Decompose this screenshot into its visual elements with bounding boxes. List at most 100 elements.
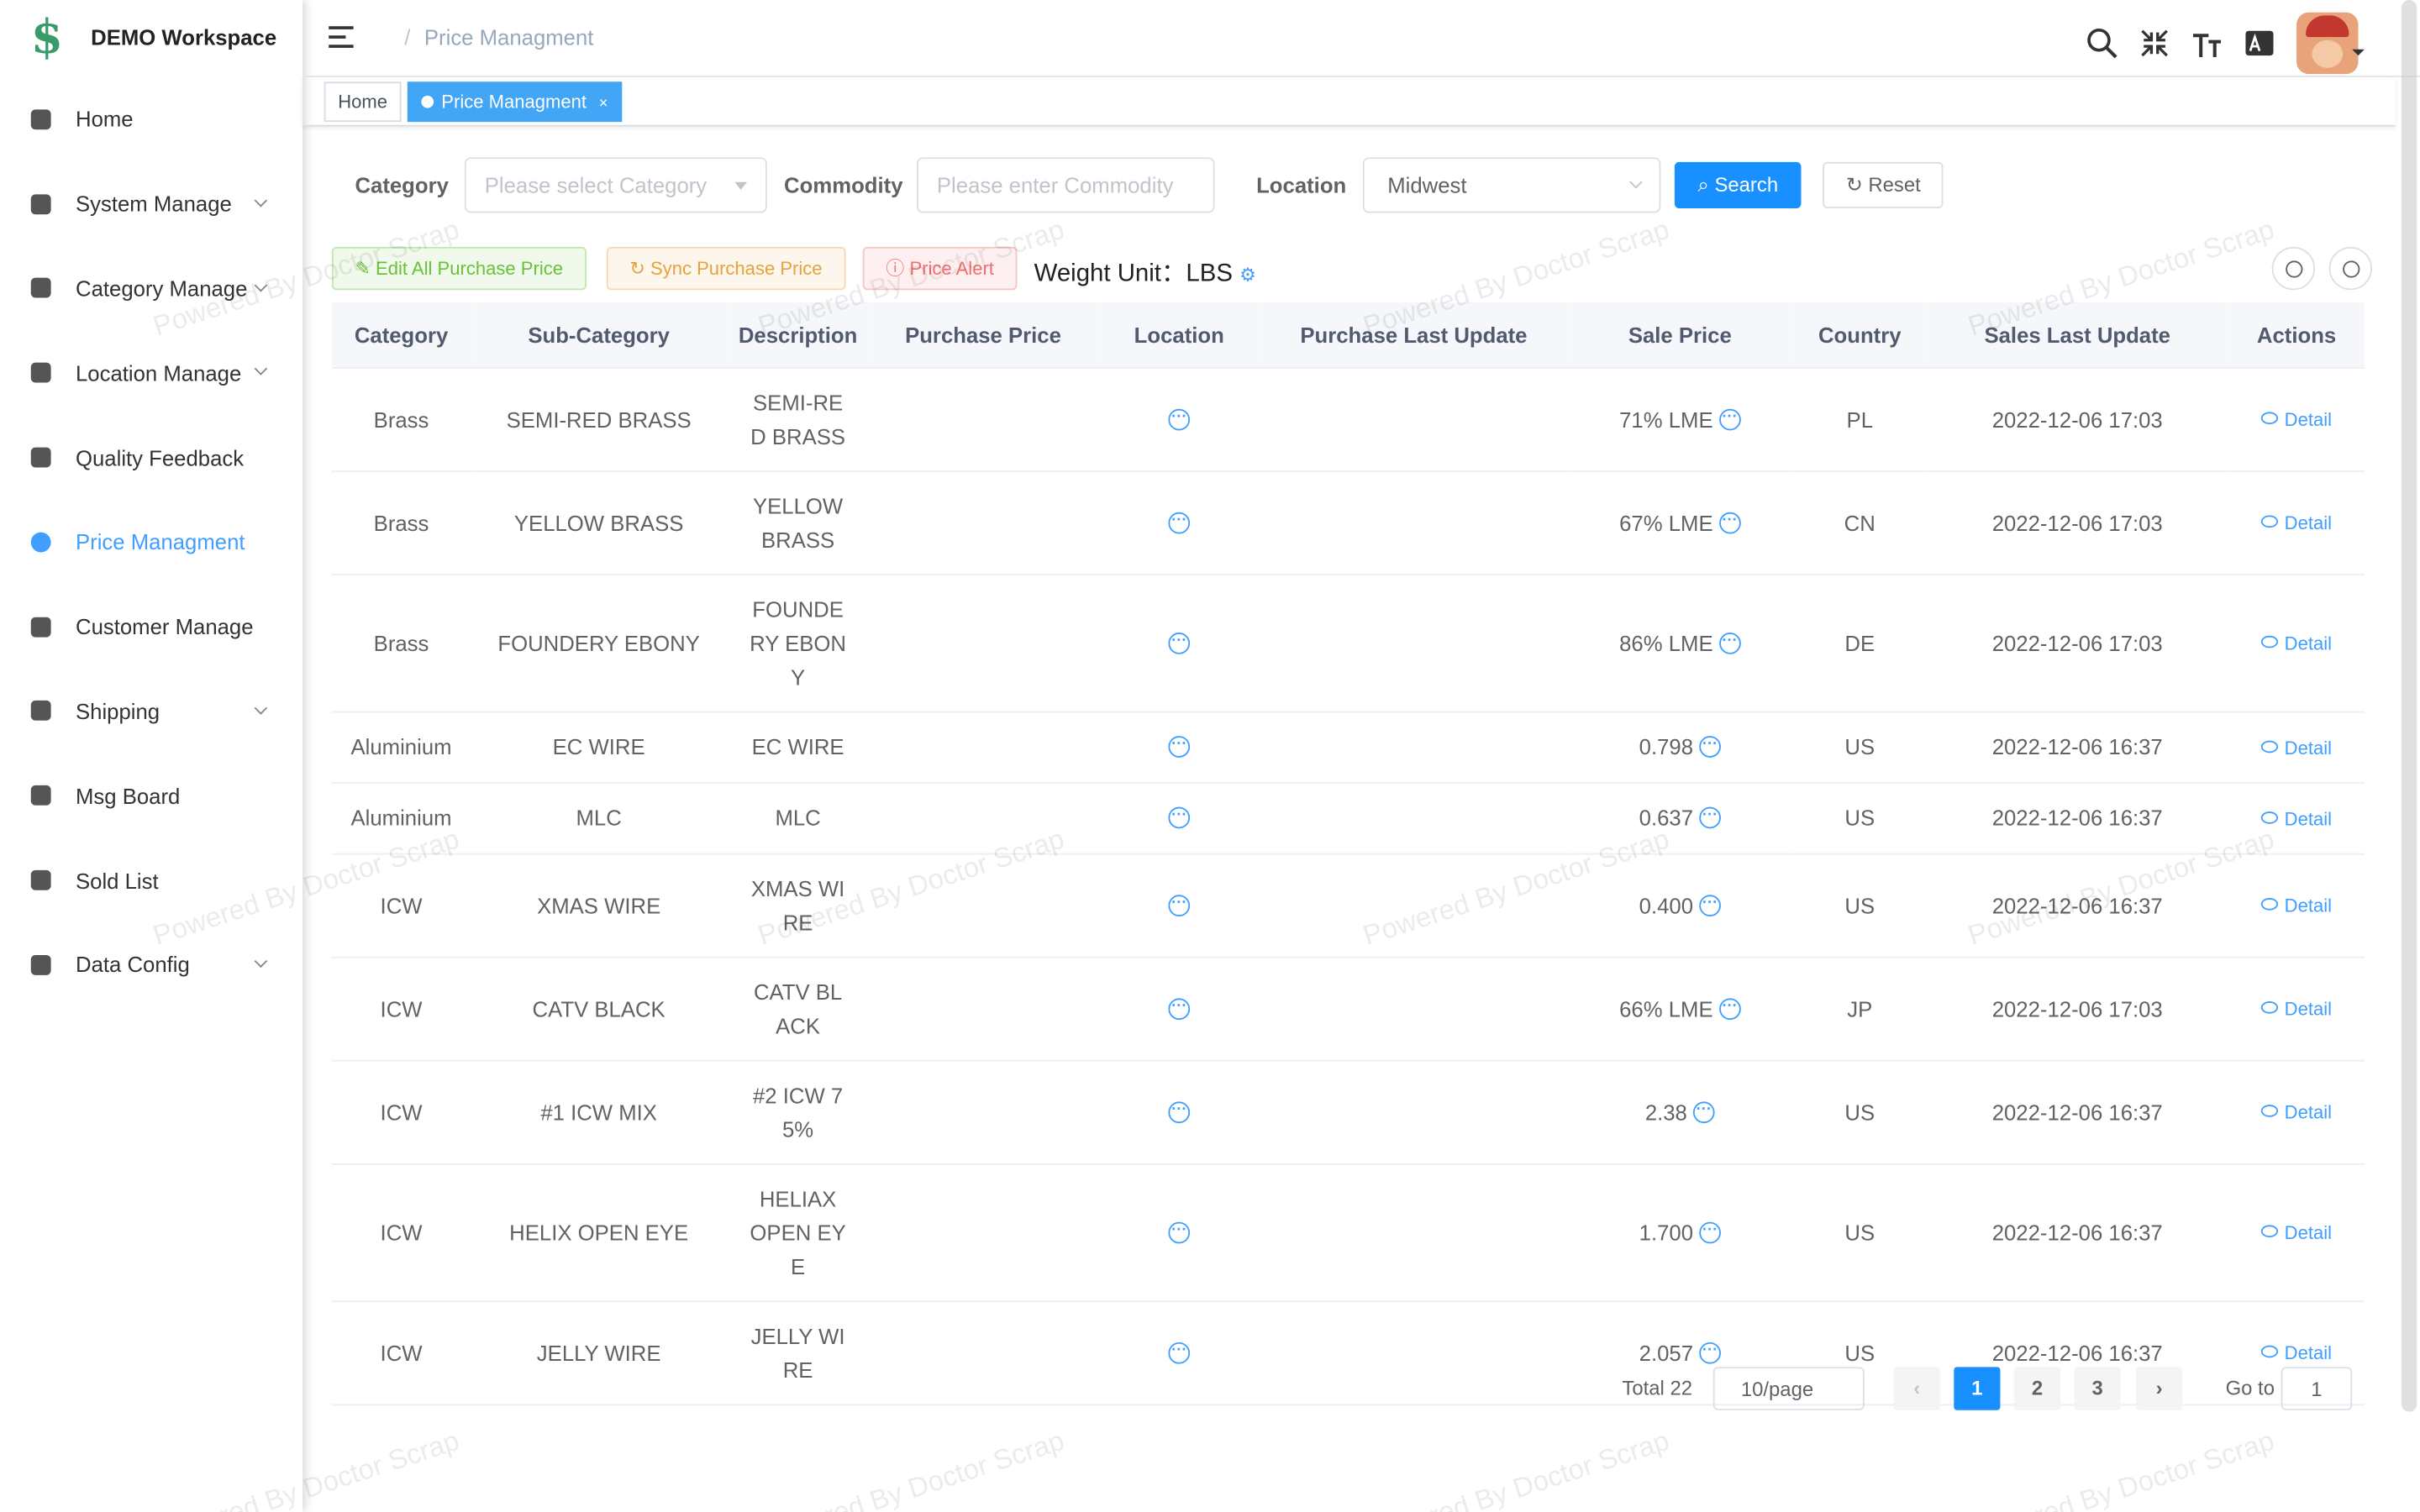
language-icon[interactable] xyxy=(2244,28,2275,59)
menu-item[interactable]: Customer Manage xyxy=(0,585,302,669)
fullscreen-icon[interactable] xyxy=(2139,28,2170,59)
more-icon[interactable] xyxy=(1168,799,1191,833)
menu-item[interactable]: Quality Feedback xyxy=(0,415,302,500)
more-icon[interactable] xyxy=(1718,990,1741,1024)
goto-input[interactable]: 1 xyxy=(2281,1367,2353,1410)
detail-link[interactable]: Detail xyxy=(2261,1222,2332,1244)
more-icon[interactable] xyxy=(1699,799,1721,833)
sync-button[interactable]: ↻ Sync Purchase Price xyxy=(606,246,846,291)
font-size-icon[interactable] xyxy=(2191,28,2223,59)
tab-active[interactable]: Price Managment × xyxy=(407,81,623,123)
page-button[interactable]: 2 xyxy=(2013,1367,2061,1410)
detail-link[interactable]: Detail xyxy=(2261,1101,2332,1123)
menu-item[interactable]: Price Managment xyxy=(0,500,302,585)
category-cell: ICW xyxy=(331,956,471,1061)
menu-toggle[interactable] xyxy=(329,26,354,48)
refresh-button[interactable] xyxy=(2328,246,2373,291)
menu-item[interactable]: Msg Board xyxy=(0,753,302,838)
sale-price: 66% LME xyxy=(1619,995,1713,1021)
tab[interactable]: Home xyxy=(324,81,402,123)
menu-item[interactable]: Shipping xyxy=(0,669,302,753)
more-icon[interactable] xyxy=(1699,1214,1721,1247)
settings-icon[interactable]: ⚙ xyxy=(1239,264,1256,286)
more-icon[interactable] xyxy=(1699,728,1721,762)
menu-icon xyxy=(30,447,51,468)
purchase-update-cell xyxy=(1260,574,1567,712)
more-icon[interactable] xyxy=(1693,1093,1715,1127)
description-cell: CATV BLACK xyxy=(727,956,870,1061)
alert-button[interactable]: ⓘ Price Alert xyxy=(862,246,1018,291)
location-select[interactable]: Midwest xyxy=(1362,157,1661,213)
avatar-caret[interactable] xyxy=(2352,49,2365,62)
page-size-value: 10/page xyxy=(1740,1378,1814,1401)
column-header: Location xyxy=(1097,302,1261,369)
location-cell xyxy=(1097,956,1261,1061)
detail-link[interactable]: Detail xyxy=(2261,512,2332,534)
category-select[interactable]: Please select Category xyxy=(464,157,767,213)
more-icon[interactable] xyxy=(1168,1214,1191,1247)
detail-link[interactable]: Detail xyxy=(2261,808,2332,830)
more-icon[interactable] xyxy=(1168,1334,1191,1368)
country-cell: CN xyxy=(1793,470,1927,575)
menu-label: System Manage xyxy=(76,192,232,217)
more-icon[interactable] xyxy=(1168,990,1191,1024)
more-icon[interactable] xyxy=(1168,624,1191,658)
search-icon[interactable] xyxy=(2086,28,2118,59)
menu-item[interactable]: Home xyxy=(0,77,302,162)
reset-button[interactable]: ↻ Reset xyxy=(1823,161,1944,208)
detail-link[interactable]: Detail xyxy=(2261,895,2332,916)
menu-item[interactable]: Data Config xyxy=(0,922,302,1007)
menu-label: Price Managment xyxy=(76,529,245,555)
actions-cell: Detail xyxy=(2228,711,2365,784)
search-button[interactable]: ⌕ Search xyxy=(1674,161,1802,208)
commodity-input[interactable]: Please enter Commodity xyxy=(917,157,1215,213)
more-icon[interactable] xyxy=(1718,624,1741,658)
category-cell: ICW xyxy=(331,853,471,958)
menu-item[interactable]: Category Manage xyxy=(0,246,302,331)
sale-price-cell: 0.637 xyxy=(1566,782,1794,854)
detail-link[interactable]: Detail xyxy=(2261,737,2332,759)
location-cell xyxy=(1097,470,1261,575)
more-icon[interactable] xyxy=(1168,401,1191,434)
page-button[interactable]: 3 xyxy=(2074,1367,2121,1410)
page-size[interactable]: 10/page xyxy=(1712,1367,1865,1410)
actions-cell: Detail xyxy=(2228,853,2365,958)
search-toggle[interactable] xyxy=(2271,246,2316,291)
header-icons xyxy=(2086,12,2359,75)
scrollbar[interactable] xyxy=(2401,0,2417,1412)
country-cell: US xyxy=(1793,1059,1927,1164)
more-icon[interactable] xyxy=(1168,504,1191,538)
detail-link[interactable]: Detail xyxy=(2261,998,2332,1020)
menu-icon xyxy=(30,532,51,553)
watermark: Powered By Doctor Scrap xyxy=(1359,1425,1673,1512)
category-cell: Aluminium xyxy=(331,782,471,854)
menu-item[interactable]: Sold List xyxy=(0,838,302,923)
detail-link[interactable]: Detail xyxy=(2261,409,2332,431)
more-icon[interactable] xyxy=(1718,401,1741,434)
button-label: Sync Purchase Price xyxy=(650,257,823,280)
more-icon[interactable] xyxy=(1699,1334,1721,1368)
more-icon[interactable] xyxy=(1168,1093,1191,1127)
more-icon[interactable] xyxy=(1699,886,1721,921)
next-page[interactable]: › xyxy=(2136,1367,2183,1410)
menu-label: Shipping xyxy=(76,698,160,724)
purchase-price-cell xyxy=(869,470,1097,575)
button-label: Reset xyxy=(1868,172,1921,197)
page-button[interactable]: 1 xyxy=(1954,1367,2001,1410)
more-icon[interactable] xyxy=(1168,728,1191,762)
detail-link[interactable]: Detail xyxy=(2261,633,2332,654)
menu-item[interactable]: System Manage xyxy=(0,161,302,246)
menu-item[interactable]: Location Manage xyxy=(0,331,302,416)
edit-all-button[interactable]: ✎ Edit All Purchase Price xyxy=(331,246,587,291)
detail-link[interactable]: Detail xyxy=(2261,1342,2332,1364)
menu-icon xyxy=(30,278,51,299)
more-icon[interactable] xyxy=(1168,886,1191,921)
prev-page[interactable]: ‹ xyxy=(1893,1367,1940,1410)
description-cell: YELLOW BRASS xyxy=(727,470,870,575)
avatar[interactable] xyxy=(2296,12,2359,75)
more-icon[interactable] xyxy=(1718,504,1741,538)
menu-label: Sold List xyxy=(76,868,159,893)
description-cell: JELLY WIRE xyxy=(727,1300,870,1405)
